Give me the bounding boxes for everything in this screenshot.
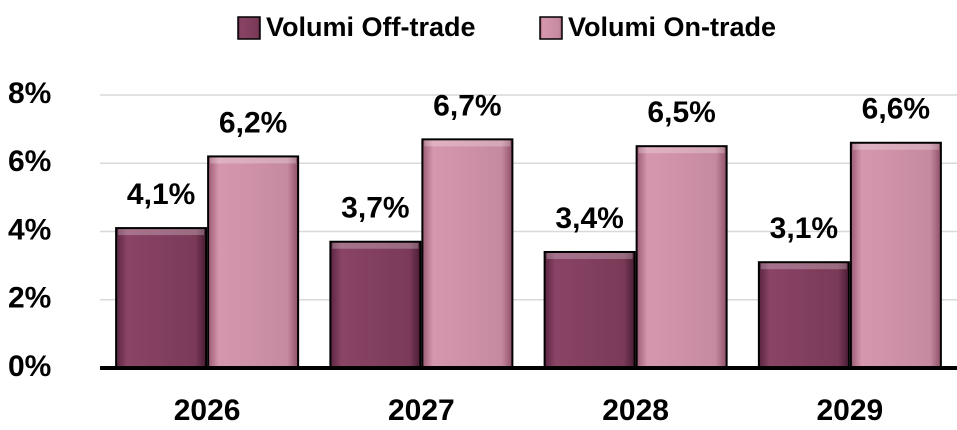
bar xyxy=(543,250,636,370)
bar-bevel xyxy=(332,242,419,249)
bar xyxy=(757,261,850,369)
legend-swatch xyxy=(237,16,261,40)
bar-bevel xyxy=(118,229,205,236)
y-tick-label: 6% xyxy=(8,145,51,178)
value-label: 6,6% xyxy=(862,93,930,126)
x-tick-label: 2027 xyxy=(388,394,455,427)
value-label: 6,2% xyxy=(219,106,287,139)
x-tick-label: 2028 xyxy=(602,394,669,427)
value-label: 6,5% xyxy=(647,96,715,129)
y-tick-label: 8% xyxy=(8,77,51,110)
value-label: 3,4% xyxy=(555,202,623,235)
x-tick-label: 2029 xyxy=(817,394,884,427)
y-tick-label: 2% xyxy=(8,282,51,315)
bar-bevel xyxy=(210,157,297,164)
bar xyxy=(207,155,300,369)
value-label: 4,1% xyxy=(127,178,195,211)
value-label: 3,1% xyxy=(770,212,838,245)
bar xyxy=(849,141,942,369)
x-tick-label: 2026 xyxy=(174,394,241,427)
bar-bevel xyxy=(760,263,847,270)
legend-label: Volumi Off-trade xyxy=(266,12,476,42)
bar-bevel xyxy=(638,147,725,154)
plot-area: 0% 2% 4% 6% 8% 2026 4,1% 6,2% 2027 3,7% 6,7% 2028 3,… xyxy=(8,77,957,427)
bar xyxy=(329,240,422,369)
value-label: 3,7% xyxy=(341,192,409,225)
bar-bevel xyxy=(852,143,939,150)
y-tick-label: 4% xyxy=(8,213,51,246)
legend-label: Volumi On-trade xyxy=(568,12,776,42)
value-label: 6,7% xyxy=(433,89,501,122)
bar xyxy=(635,145,728,369)
bar-bevel xyxy=(546,252,633,259)
bar-bevel xyxy=(424,140,511,147)
bar xyxy=(421,138,514,369)
legend-swatch xyxy=(539,16,563,40)
bar xyxy=(115,227,208,369)
y-tick-label: 0% xyxy=(8,350,51,383)
legend: Volumi Off-trade Volumi On-trade xyxy=(237,12,776,42)
